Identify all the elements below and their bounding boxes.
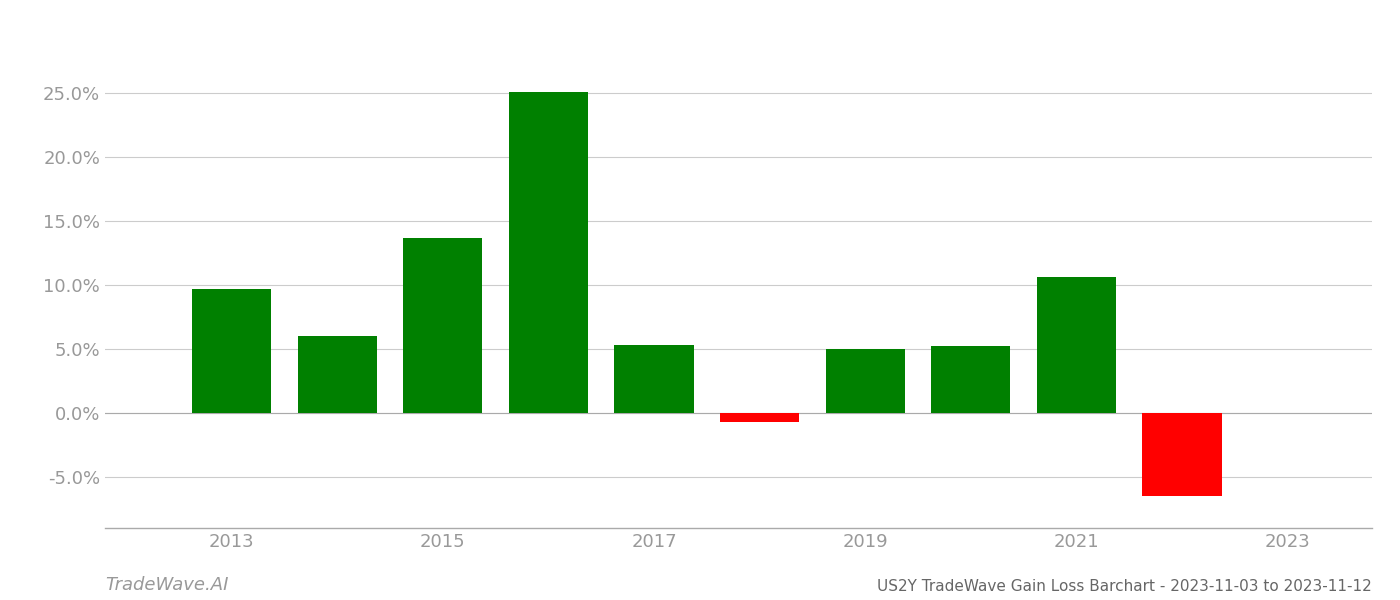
Bar (508, 92, 588, 413)
Bar (192, 289, 272, 413)
Text: US2Y TradeWave Gain Loss Barchart - 2023-11-03 to 2023-11-12: US2Y TradeWave Gain Loss Barchart - 2023… (878, 579, 1372, 594)
Bar (931, 346, 1011, 413)
Text: TradeWave.AI: TradeWave.AI (105, 576, 228, 594)
Bar (826, 349, 904, 413)
Bar (1142, 413, 1222, 496)
Bar (720, 413, 799, 422)
Bar (298, 336, 377, 413)
Bar (615, 345, 693, 413)
Bar (1037, 277, 1116, 413)
Bar (403, 238, 483, 413)
